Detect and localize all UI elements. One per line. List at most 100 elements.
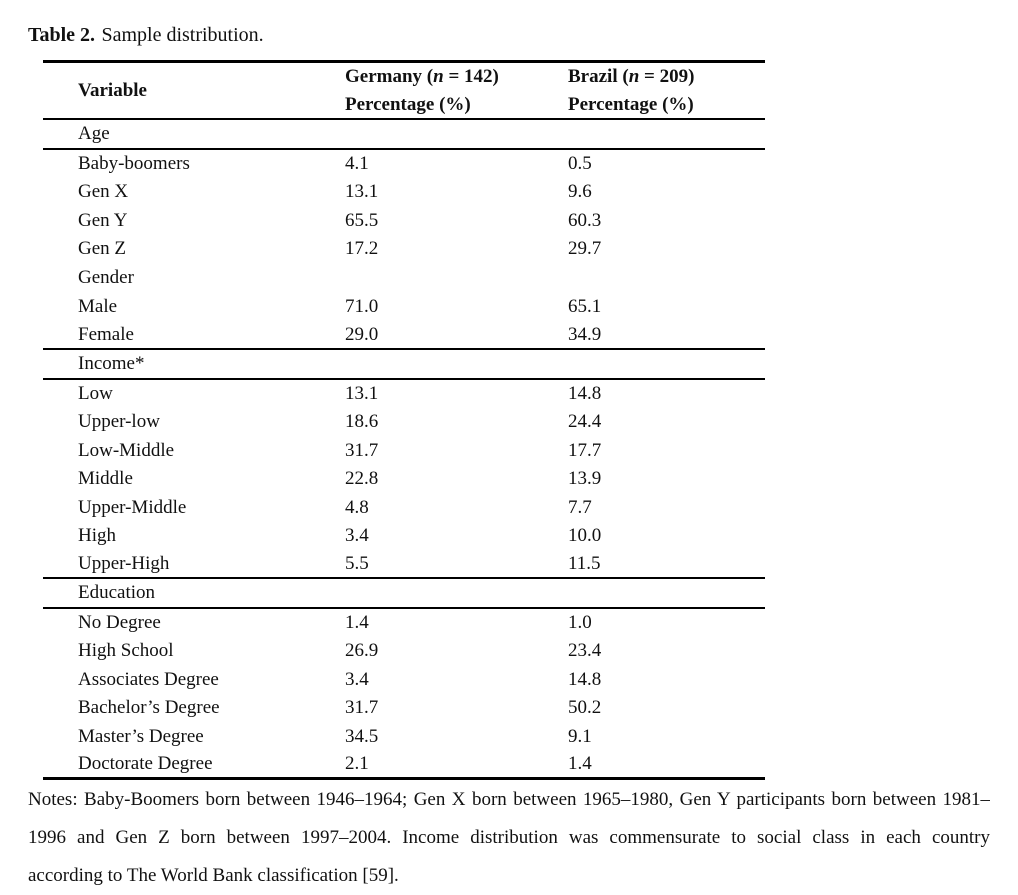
- table-row: Gen Z 17.2 29.7: [43, 235, 765, 264]
- germany-value: 1.4: [345, 611, 369, 633]
- germany-value: 3.4: [345, 525, 369, 547]
- row-label: Bachelor’s Degree: [78, 697, 220, 719]
- table-row: High 3.4 10.0: [43, 522, 765, 551]
- section-label: Income*: [78, 352, 145, 374]
- germany-value: 26.9: [345, 640, 379, 662]
- row-label: Gen X: [78, 181, 129, 203]
- header-germany-prefix: Germany (: [345, 65, 434, 87]
- brazil-value: 65.1: [568, 296, 602, 318]
- table-row: Male 71.0 65.1: [43, 293, 765, 322]
- table-row: Upper-low 18.6 24.4: [43, 408, 765, 437]
- table-row: Low 13.1 14.8: [43, 380, 765, 409]
- header-brazil-title: Brazil (n = 209): [568, 63, 765, 91]
- germany-value: 71.0: [345, 296, 379, 318]
- brazil-value: 13.9: [568, 468, 602, 490]
- brazil-value: 14.8: [568, 382, 602, 404]
- header-germany-subtitle: Percentage (%): [345, 93, 471, 115]
- brazil-value: 17.7: [568, 439, 602, 461]
- header-brazil-prefix: Brazil (: [568, 65, 629, 87]
- row-label: High School: [78, 640, 174, 662]
- section-label: Gender: [78, 267, 134, 289]
- germany-value: 31.7: [345, 439, 379, 461]
- brazil-value: 9.6: [568, 181, 592, 203]
- brazil-value: 1.4: [568, 752, 592, 774]
- germany-value: 17.2: [345, 238, 379, 260]
- table-row: Master’s Degree 34.5 9.1: [43, 723, 765, 752]
- table-caption-label: Table 2.: [28, 24, 96, 46]
- brazil-value: 29.7: [568, 238, 602, 260]
- table-row: Upper-Middle 4.8 7.7: [43, 494, 765, 523]
- table-row: Gen X 13.1 9.6: [43, 178, 765, 207]
- germany-value: 29.0: [345, 323, 379, 345]
- table-row: Upper-High 5.5 11.5: [43, 551, 765, 579]
- brazil-value: 7.7: [568, 496, 592, 518]
- brazil-value: 34.9: [568, 323, 602, 345]
- section-row: Education: [43, 579, 765, 609]
- row-label: Gen Z: [78, 238, 127, 260]
- germany-value: 65.5: [345, 209, 379, 231]
- table-caption: Table 2. Sample distribution.: [28, 22, 264, 48]
- germany-value: 5.5: [345, 552, 369, 574]
- row-label: Middle: [78, 468, 133, 490]
- brazil-value: 60.3: [568, 209, 602, 231]
- brazil-value: 0.5: [568, 152, 592, 174]
- germany-value: 31.7: [345, 697, 379, 719]
- row-label: Male: [78, 296, 118, 318]
- germany-value: 4.8: [345, 496, 369, 518]
- section-row: Income*: [43, 350, 765, 380]
- row-label: Upper-low: [78, 411, 160, 433]
- germany-value: 13.1: [345, 382, 379, 404]
- row-label: Baby-boomers: [78, 152, 190, 174]
- row-label: Associates Degree: [78, 668, 219, 690]
- header-brazil-subtitle: Percentage (%): [568, 93, 694, 115]
- germany-value: 34.5: [345, 725, 379, 747]
- brazil-value: 50.2: [568, 697, 602, 719]
- note-line: Notes: Baby-Boomers born between 1946–19…: [28, 789, 990, 810]
- header-variable: Variable: [43, 63, 345, 118]
- germany-value: 18.6: [345, 411, 379, 433]
- germany-value: 22.8: [345, 468, 379, 490]
- germany-value: 4.1: [345, 152, 369, 174]
- table-row: Baby-boomers 4.1 0.5: [43, 150, 765, 179]
- header-germany-n: n: [433, 65, 444, 87]
- sample-distribution-table: Variable Germany (n = 142) Percentage (%…: [43, 60, 765, 780]
- row-label: Upper-Middle: [78, 496, 187, 518]
- section-label: Education: [78, 581, 156, 603]
- header-brazil-n: n: [628, 65, 640, 87]
- table-row: Doctorate Degree 2.1 1.4: [43, 751, 765, 780]
- section-row: Age: [43, 120, 765, 150]
- table-row: No Degree 1.4 1.0: [43, 609, 765, 638]
- section-label: Age: [78, 122, 110, 144]
- germany-value: 13.1: [345, 181, 379, 203]
- table-row: Low-Middle 31.7 17.7: [43, 437, 765, 466]
- header-variable-label: Variable: [78, 79, 147, 101]
- brazil-value: 10.0: [568, 525, 602, 547]
- table-row: Middle 22.8 13.9: [43, 465, 765, 494]
- brazil-value: 24.4: [568, 411, 602, 433]
- table-row: Gen Y 65.5 60.3: [43, 207, 765, 236]
- table-row: Female 29.0 34.9: [43, 322, 765, 350]
- table-caption-text: Sample distribution.: [101, 24, 264, 46]
- row-label: Master’s Degree: [78, 725, 204, 747]
- row-label: Low: [78, 382, 113, 404]
- header-brazil-suffix: = 209): [639, 65, 695, 87]
- row-label: Female: [78, 323, 134, 345]
- row-label: Doctorate Degree: [78, 752, 213, 774]
- table-row: Bachelor’s Degree 31.7 50.2: [43, 694, 765, 723]
- header-germany: Germany (n = 142) Percentage (%): [345, 63, 568, 118]
- brazil-value: 23.4: [568, 640, 602, 662]
- note-line: according to The World Bank classificati…: [28, 865, 399, 886]
- brazil-value: 9.1: [568, 725, 592, 747]
- table-row: High School 26.9 23.4: [43, 637, 765, 666]
- header-germany-suffix: = 142): [443, 65, 499, 87]
- row-label: Gen Y: [78, 209, 128, 231]
- section-row: Gender: [43, 264, 765, 294]
- germany-value: 3.4: [345, 668, 369, 690]
- table-notes: Notes: Baby-Boomers born between 1946–19…: [28, 781, 990, 895]
- table-header-row: Variable Germany (n = 142) Percentage (%…: [43, 60, 765, 120]
- row-label: Upper-High: [78, 552, 170, 574]
- note-line: 1996 and Gen Z born between 1997–2004. I…: [28, 827, 990, 848]
- table-row: Associates Degree 3.4 14.8: [43, 666, 765, 695]
- header-germany-title: Germany (n = 142): [345, 63, 568, 91]
